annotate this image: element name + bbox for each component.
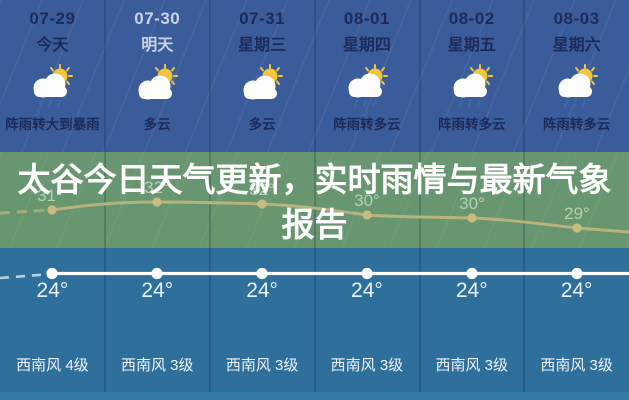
high-temp-label: 29° (564, 204, 590, 223)
low-temp-label: 24° (246, 279, 278, 302)
wind-label: 西南风 3级 (540, 357, 613, 374)
day-column-5[interactable]: 08-03 星期六 阵雨转多云 (524, 0, 629, 152)
date-label: 08-01 (343, 9, 390, 28)
weather-icon-slot (131, 64, 183, 110)
day-name-label: 星期五 (447, 37, 496, 54)
day-column-4[interactable]: 08-02 星期五 阵雨转多云 (419, 0, 524, 152)
low-temp-label: 24° (351, 279, 383, 302)
day-column-3[interactable]: 08-01 星期四 阵雨转多云 (315, 0, 420, 152)
column-divider (209, 0, 211, 392)
high-temp-label: 30° (354, 191, 380, 210)
condition-label: 多云 (143, 117, 171, 132)
weather-icon-slot (26, 64, 78, 110)
column-divider (314, 0, 316, 392)
day-name-label: 今天 (36, 37, 69, 54)
low-temp-line (0, 267, 629, 280)
date-label: 07-31 (239, 9, 286, 28)
shower-sun-icon (348, 64, 388, 108)
low-temp-label: 24° (141, 279, 174, 302)
high-temp-label: 32° (249, 180, 275, 199)
condition-label: 阵雨转多云 (437, 117, 506, 132)
day-name-label: 明天 (141, 37, 174, 54)
day-column-1[interactable]: 07-30 明天 多云 (105, 0, 210, 152)
wind-label: 西南风 3级 (120, 357, 194, 374)
wind-label: 西南风 3级 (225, 357, 299, 374)
cloud-sun-icon (243, 64, 284, 100)
column-divider (523, 0, 525, 392)
condition-label: 多云 (248, 117, 276, 132)
shower-sun-icon (558, 64, 598, 108)
bottom-strip (0, 392, 629, 400)
shower-sun-icon (453, 64, 493, 108)
high-temp-label: 30° (459, 194, 485, 213)
wind-label: 西南风 3级 (330, 357, 404, 374)
weather-icon-slot (341, 64, 393, 110)
condition-label: 阵雨转大到暴雨 (5, 117, 100, 132)
day-name-label: 星期六 (552, 37, 601, 54)
wind-label: 西南风 3级 (435, 357, 508, 374)
shower-sun-icon (33, 64, 74, 108)
date-label: 07-30 (134, 9, 181, 28)
column-divider (104, 0, 106, 392)
high-temp-label: 31° (37, 186, 63, 205)
wind-row: 西南风 4级 西南风 3级 西南风 3级 西南风 3级 西南风 3级 西南风 3… (0, 354, 629, 375)
low-temp-wind-section: 24° 24° 24° 24° 24° 24° 西南风 4级 西南风 3级 西南… (0, 248, 629, 400)
high-temp-curve: 31° 32° 32° 30° 30° 29° (0, 178, 629, 234)
low-temp-label: 24° (36, 279, 69, 302)
condition-label: 阵雨转多云 (542, 117, 611, 132)
day-column-0[interactable]: 07-29 今天 阵雨转大到暴雨 (0, 0, 105, 152)
low-temp-label: 24° (560, 279, 593, 302)
weather-icon-slot (551, 64, 603, 110)
date-label: 08-02 (448, 9, 495, 28)
day-name-label: 星期四 (342, 37, 391, 54)
low-temp-label: 24° (455, 279, 488, 302)
weather-icon-slot (236, 64, 288, 110)
high-temp-label: 32° (144, 178, 170, 197)
date-label: 07-29 (29, 9, 76, 28)
condition-label: 阵雨转多云 (333, 117, 401, 132)
day-name-label: 星期三 (238, 37, 287, 54)
low-temp-row: 24° 24° 24° 24° 24° 24° (0, 279, 629, 303)
headline-band: 31° 32° 32° 30° 30° 29° 太谷今日天气更新，实时雨情与最新… (0, 152, 629, 248)
weather-icon-slot (446, 64, 498, 110)
forecast-header-section: 07-29 今天 阵雨转大到暴雨 07-30 明天 (0, 0, 629, 152)
wind-label: 西南风 4级 (16, 357, 89, 374)
cloud-sun-icon (138, 64, 179, 100)
headline-title: 太谷今日天气更新，实时雨情与最新气象报告 (17, 161, 612, 243)
day-column-2[interactable]: 07-31 星期三 多云 (210, 0, 315, 152)
column-divider (419, 0, 421, 392)
date-label: 08-03 (553, 9, 600, 28)
